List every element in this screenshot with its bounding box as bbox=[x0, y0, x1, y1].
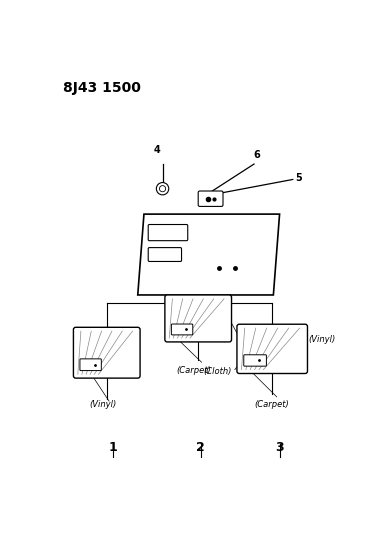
Text: 5: 5 bbox=[295, 173, 302, 183]
Text: (Cloth): (Cloth) bbox=[203, 367, 231, 376]
FancyBboxPatch shape bbox=[237, 324, 307, 374]
Text: 1: 1 bbox=[109, 441, 117, 454]
Text: 8J43 1500: 8J43 1500 bbox=[63, 81, 140, 95]
FancyBboxPatch shape bbox=[74, 327, 140, 378]
Text: (Carpet): (Carpet) bbox=[254, 400, 289, 409]
Text: 6: 6 bbox=[253, 150, 260, 160]
Circle shape bbox=[159, 185, 166, 192]
Text: 4: 4 bbox=[154, 145, 161, 155]
FancyBboxPatch shape bbox=[198, 191, 223, 206]
Text: 3: 3 bbox=[275, 441, 284, 454]
FancyBboxPatch shape bbox=[148, 224, 188, 241]
FancyBboxPatch shape bbox=[80, 359, 101, 370]
Text: (Vinyl): (Vinyl) bbox=[89, 400, 116, 409]
FancyBboxPatch shape bbox=[172, 324, 193, 335]
FancyBboxPatch shape bbox=[148, 248, 182, 262]
FancyBboxPatch shape bbox=[165, 295, 231, 342]
Text: (Vinyl): (Vinyl) bbox=[308, 335, 335, 344]
Polygon shape bbox=[138, 214, 280, 295]
Text: (Vinyl): (Vinyl) bbox=[241, 333, 268, 342]
Text: (Carpet): (Carpet) bbox=[177, 366, 211, 375]
Circle shape bbox=[156, 182, 169, 195]
FancyBboxPatch shape bbox=[244, 355, 266, 366]
Text: 2: 2 bbox=[196, 441, 205, 454]
